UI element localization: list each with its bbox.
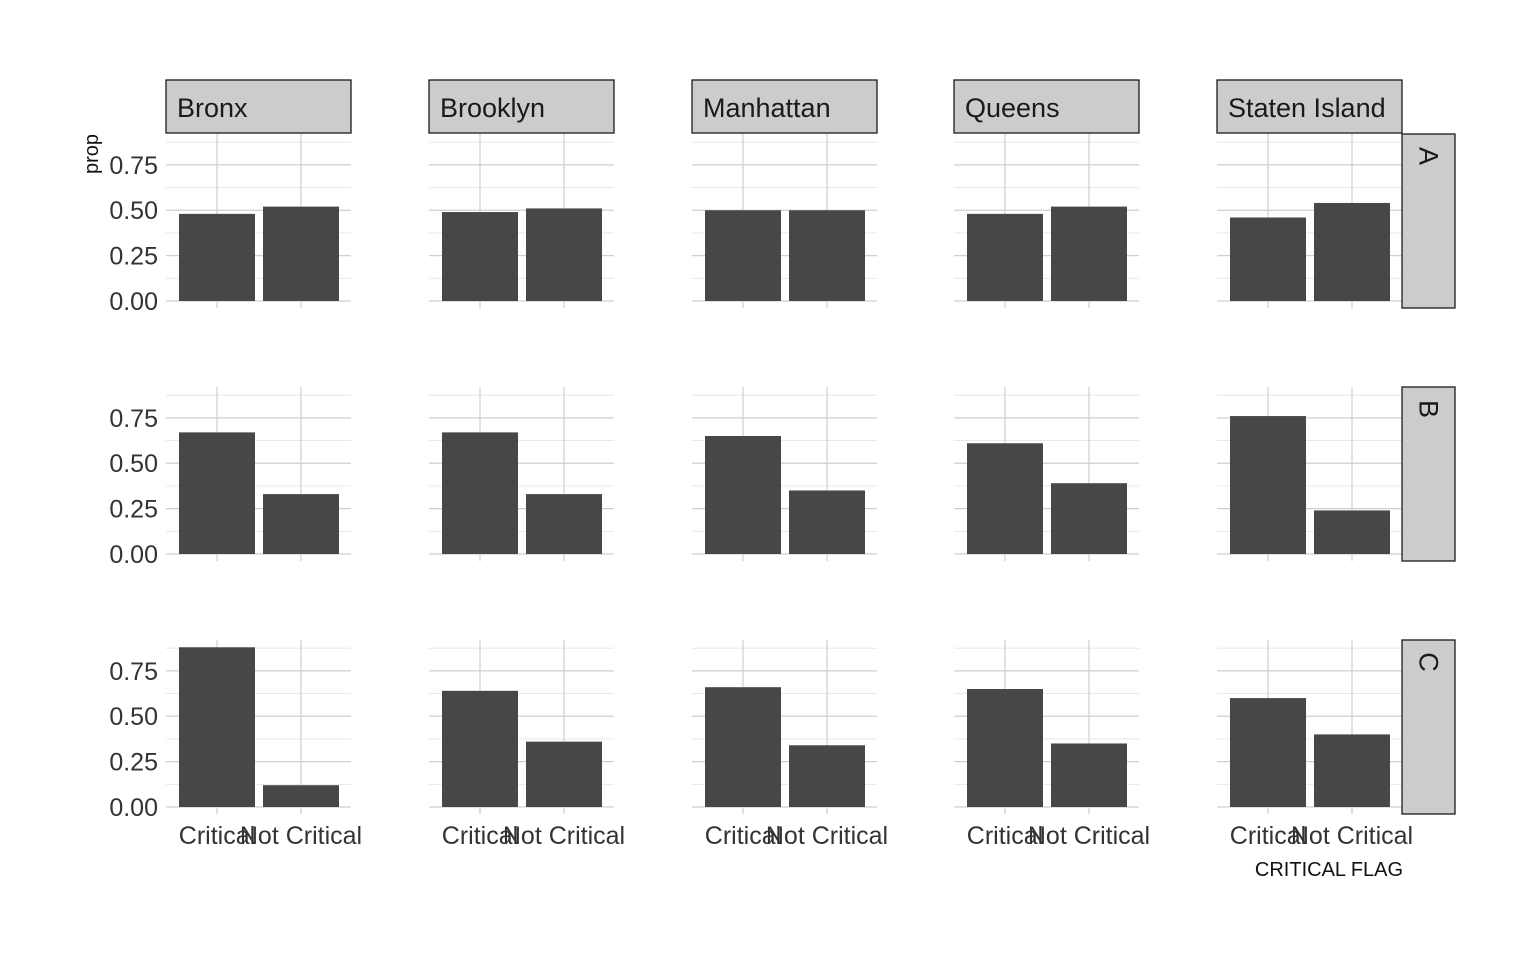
column-strip-label: Bronx: [177, 93, 248, 123]
y-tick-label: 0.50: [109, 703, 158, 731]
y-tick-label: 0.50: [109, 450, 158, 478]
x-tick-label: Critical: [1230, 822, 1306, 850]
column-strip-box: [1216, 79, 1403, 134]
panel-staten-island-b: [1217, 387, 1402, 561]
bar-critical: [705, 687, 781, 807]
bar-not-critical: [1314, 202, 1390, 301]
x-tick-label: Not Critical: [1291, 822, 1413, 850]
bar-critical: [967, 213, 1043, 301]
bar-critical: [179, 213, 255, 301]
row-strip-label: B: [1414, 400, 1444, 418]
bar-critical: [442, 432, 518, 554]
panel-manhattan-a: [692, 134, 877, 308]
bar-critical: [967, 443, 1043, 554]
panel-bronx-a: 0.00 0.25 0.50 0.75: [109, 134, 351, 316]
row-strip-box: [1401, 386, 1456, 562]
bar-not-critical: [1314, 510, 1390, 554]
y-tick-label: 0.75: [109, 152, 158, 180]
panel-queens-a: [954, 134, 1139, 308]
bar-critical: [442, 690, 518, 807]
panel-manhattan-b: [692, 387, 877, 561]
column-strip-label: Brooklyn: [440, 93, 545, 123]
bar-critical: [1230, 416, 1306, 554]
bar-not-critical: [1051, 206, 1127, 301]
y-tick-label: 0.25: [109, 243, 158, 271]
column-strip-brooklyn: Brooklyn: [428, 79, 615, 134]
row-strip-box: [1401, 133, 1456, 309]
bar-critical: [1230, 698, 1306, 807]
bar-not-critical: [1314, 734, 1390, 807]
panel-brooklyn-a: [429, 134, 614, 308]
row-strip-b: B: [1401, 386, 1456, 562]
x-axis-title: CRITICAL FLAG: [1255, 859, 1403, 881]
column-strip-bronx: Bronx: [165, 79, 352, 134]
bar-critical: [179, 647, 255, 807]
bar-not-critical: [1051, 483, 1127, 554]
column-strip-label: Manhattan: [703, 93, 831, 123]
column-strip-staten-island: Staten Island: [1216, 79, 1403, 134]
y-axis-title: prop: [81, 134, 103, 174]
x-tick-label: Not Critical: [240, 822, 362, 850]
x-tick-label: Not Critical: [766, 822, 888, 850]
panel-queens-b: [954, 387, 1139, 561]
panel-staten-island-a: [1217, 134, 1402, 308]
panel-bronx-b: 0.00 0.25 0.50 0.75: [109, 387, 351, 569]
bar-not-critical: [789, 210, 865, 301]
y-tick-label: 0.75: [109, 658, 158, 686]
bar-not-critical: [789, 745, 865, 807]
y-tick-label: 0.75: [109, 405, 158, 433]
bar-not-critical: [789, 490, 865, 554]
bar-not-critical: [1051, 743, 1127, 807]
x-tick-label: Critical: [179, 822, 255, 850]
y-tick-label: 0.25: [109, 496, 158, 524]
bar-critical: [705, 210, 781, 301]
bar-not-critical: [263, 206, 339, 301]
row-strip-label: A: [1414, 147, 1444, 165]
x-tick-label: Critical: [967, 822, 1043, 850]
y-tick-label: 0.00: [109, 541, 158, 569]
panel-brooklyn-b: [429, 387, 614, 561]
x-tick-label: Not Critical: [503, 822, 625, 850]
x-tick-label: Critical: [705, 822, 781, 850]
bar-not-critical: [526, 494, 602, 554]
bar-not-critical: [263, 494, 339, 554]
bar-critical: [179, 432, 255, 554]
row-strip-box: [1401, 639, 1456, 815]
bar-not-critical: [526, 208, 602, 301]
column-strip-box: [428, 79, 615, 134]
column-strip-box: [165, 79, 352, 134]
y-tick-label: 0.00: [109, 288, 158, 316]
bar-critical: [442, 212, 518, 301]
column-strip-label: Staten Island: [1228, 93, 1386, 123]
column-strip-box: [953, 79, 1140, 134]
row-strip-c: C: [1401, 639, 1456, 815]
y-tick-label: 0.50: [109, 197, 158, 225]
column-strip-queens: Queens: [953, 79, 1140, 134]
bar-critical: [705, 436, 781, 554]
bar-not-critical: [526, 741, 602, 807]
y-tick-label: 0.00: [109, 794, 158, 822]
column-strip-manhattan: Manhattan: [691, 79, 878, 134]
bar-critical: [967, 689, 1043, 807]
bar-not-critical: [263, 785, 339, 807]
row-strip-a: A: [1401, 133, 1456, 309]
facet-panels: 0.000.250.500.75 A0.000.250.500.75 B0.000.…: [109, 79, 1456, 850]
y-tick-label: 0.25: [109, 749, 158, 777]
column-strip-label: Queens: [965, 93, 1060, 123]
column-strip-box: [691, 79, 878, 134]
bar-critical: [1230, 217, 1306, 301]
x-tick-label: Critical: [442, 822, 518, 850]
x-tick-label: Not Critical: [1028, 822, 1150, 850]
row-strip-label: C: [1414, 652, 1444, 672]
